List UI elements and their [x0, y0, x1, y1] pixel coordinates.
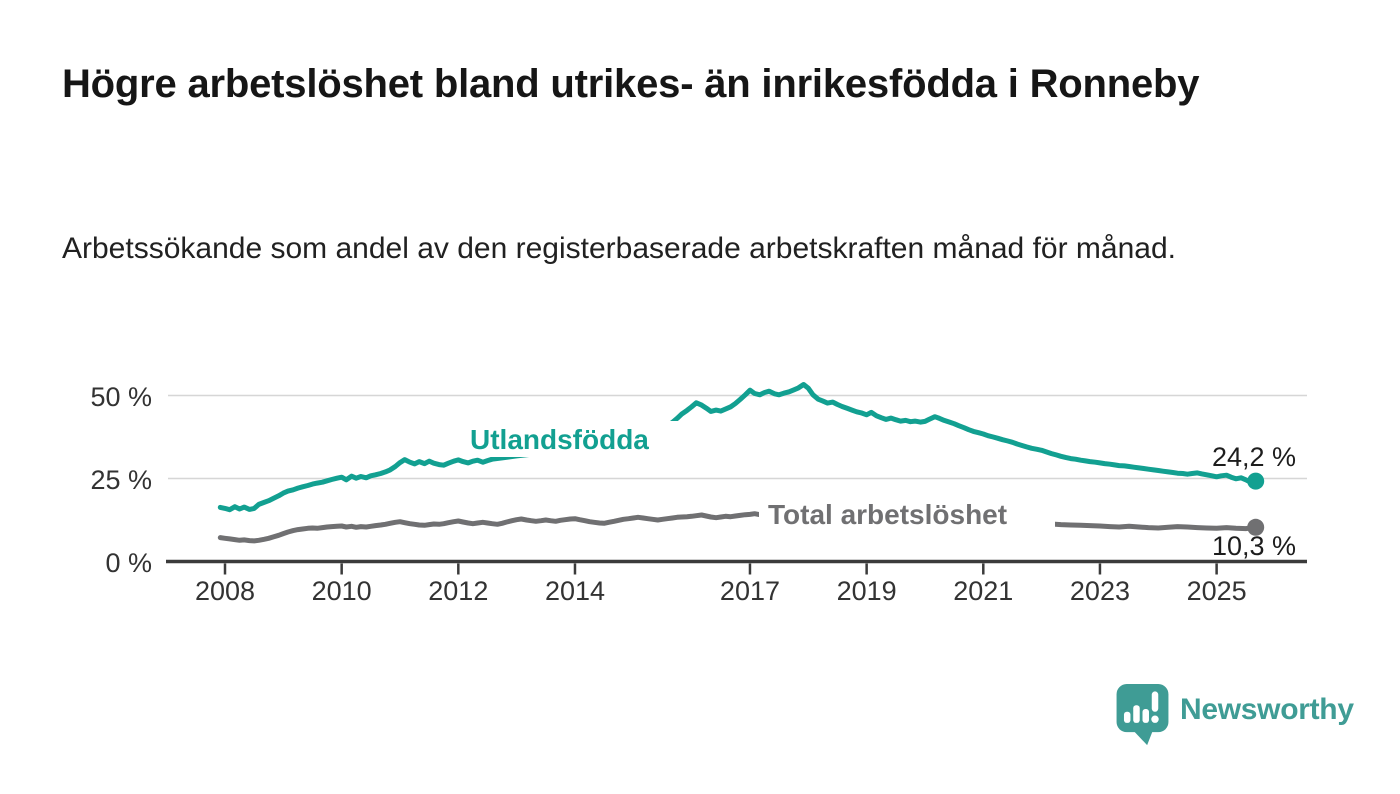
newsworthy-logo: Newsworthy [1116, 684, 1354, 747]
x-tick-label-2010: 2010 [312, 576, 372, 606]
logo-bar-3 [1142, 709, 1149, 723]
series-line-utlandsf-dda [217, 382, 1259, 513]
x-tick-label-2008: 2008 [195, 576, 255, 606]
newsworthy-logo-text: Newsworthy [1180, 692, 1354, 726]
logo-exclamation-dot [1151, 715, 1159, 723]
x-tick-label-2021: 2021 [953, 576, 1013, 606]
series-label-mask-utlandsf-dda [459, 421, 685, 457]
series-endpoint-dot-total-arbetsl-shet [1247, 518, 1265, 536]
x-tick-label-2025: 2025 [1187, 576, 1247, 606]
x-tick-label-2019: 2019 [837, 576, 897, 606]
x-tick-label-2014: 2014 [545, 576, 605, 606]
logo-bar-1 [1123, 711, 1131, 723]
logo-bar-2 [1133, 705, 1140, 723]
series-label-total-arbetsl-shet: Total arbetslöshet [768, 499, 1007, 530]
logo-exclamation-bar [1151, 691, 1159, 712]
page-subtitle: Arbetssökande som andel av den registerb… [62, 232, 1176, 265]
x-tick-label-2023: 2023 [1070, 576, 1130, 606]
series-label-utlandsf-dda: Utlandsfödda [470, 424, 649, 455]
newsworthy-logo-icon [1116, 684, 1169, 746]
series-label-mask-total-arbetsl-shet [759, 497, 1055, 530]
x-tick-label-2012: 2012 [428, 576, 488, 606]
y-tick-label-25: 25 % [90, 465, 152, 495]
y-tick-label-0: 0 % [105, 548, 152, 578]
series-line-total-arbetsl-shet [217, 509, 1259, 544]
y-tick-label-50: 50 % [90, 382, 152, 412]
series-end-value-label-utlandsf-dda: 24,2 % [1212, 442, 1296, 472]
series-end-value-label-total-arbetsl-shet: 10,3 % [1212, 531, 1296, 561]
series-endpoint-dot-utlandsf-dda [1247, 472, 1265, 490]
page-title: Högre arbetslöshet bland utrikes- än inr… [62, 62, 1200, 106]
x-tick-label-2017: 2017 [720, 576, 780, 606]
